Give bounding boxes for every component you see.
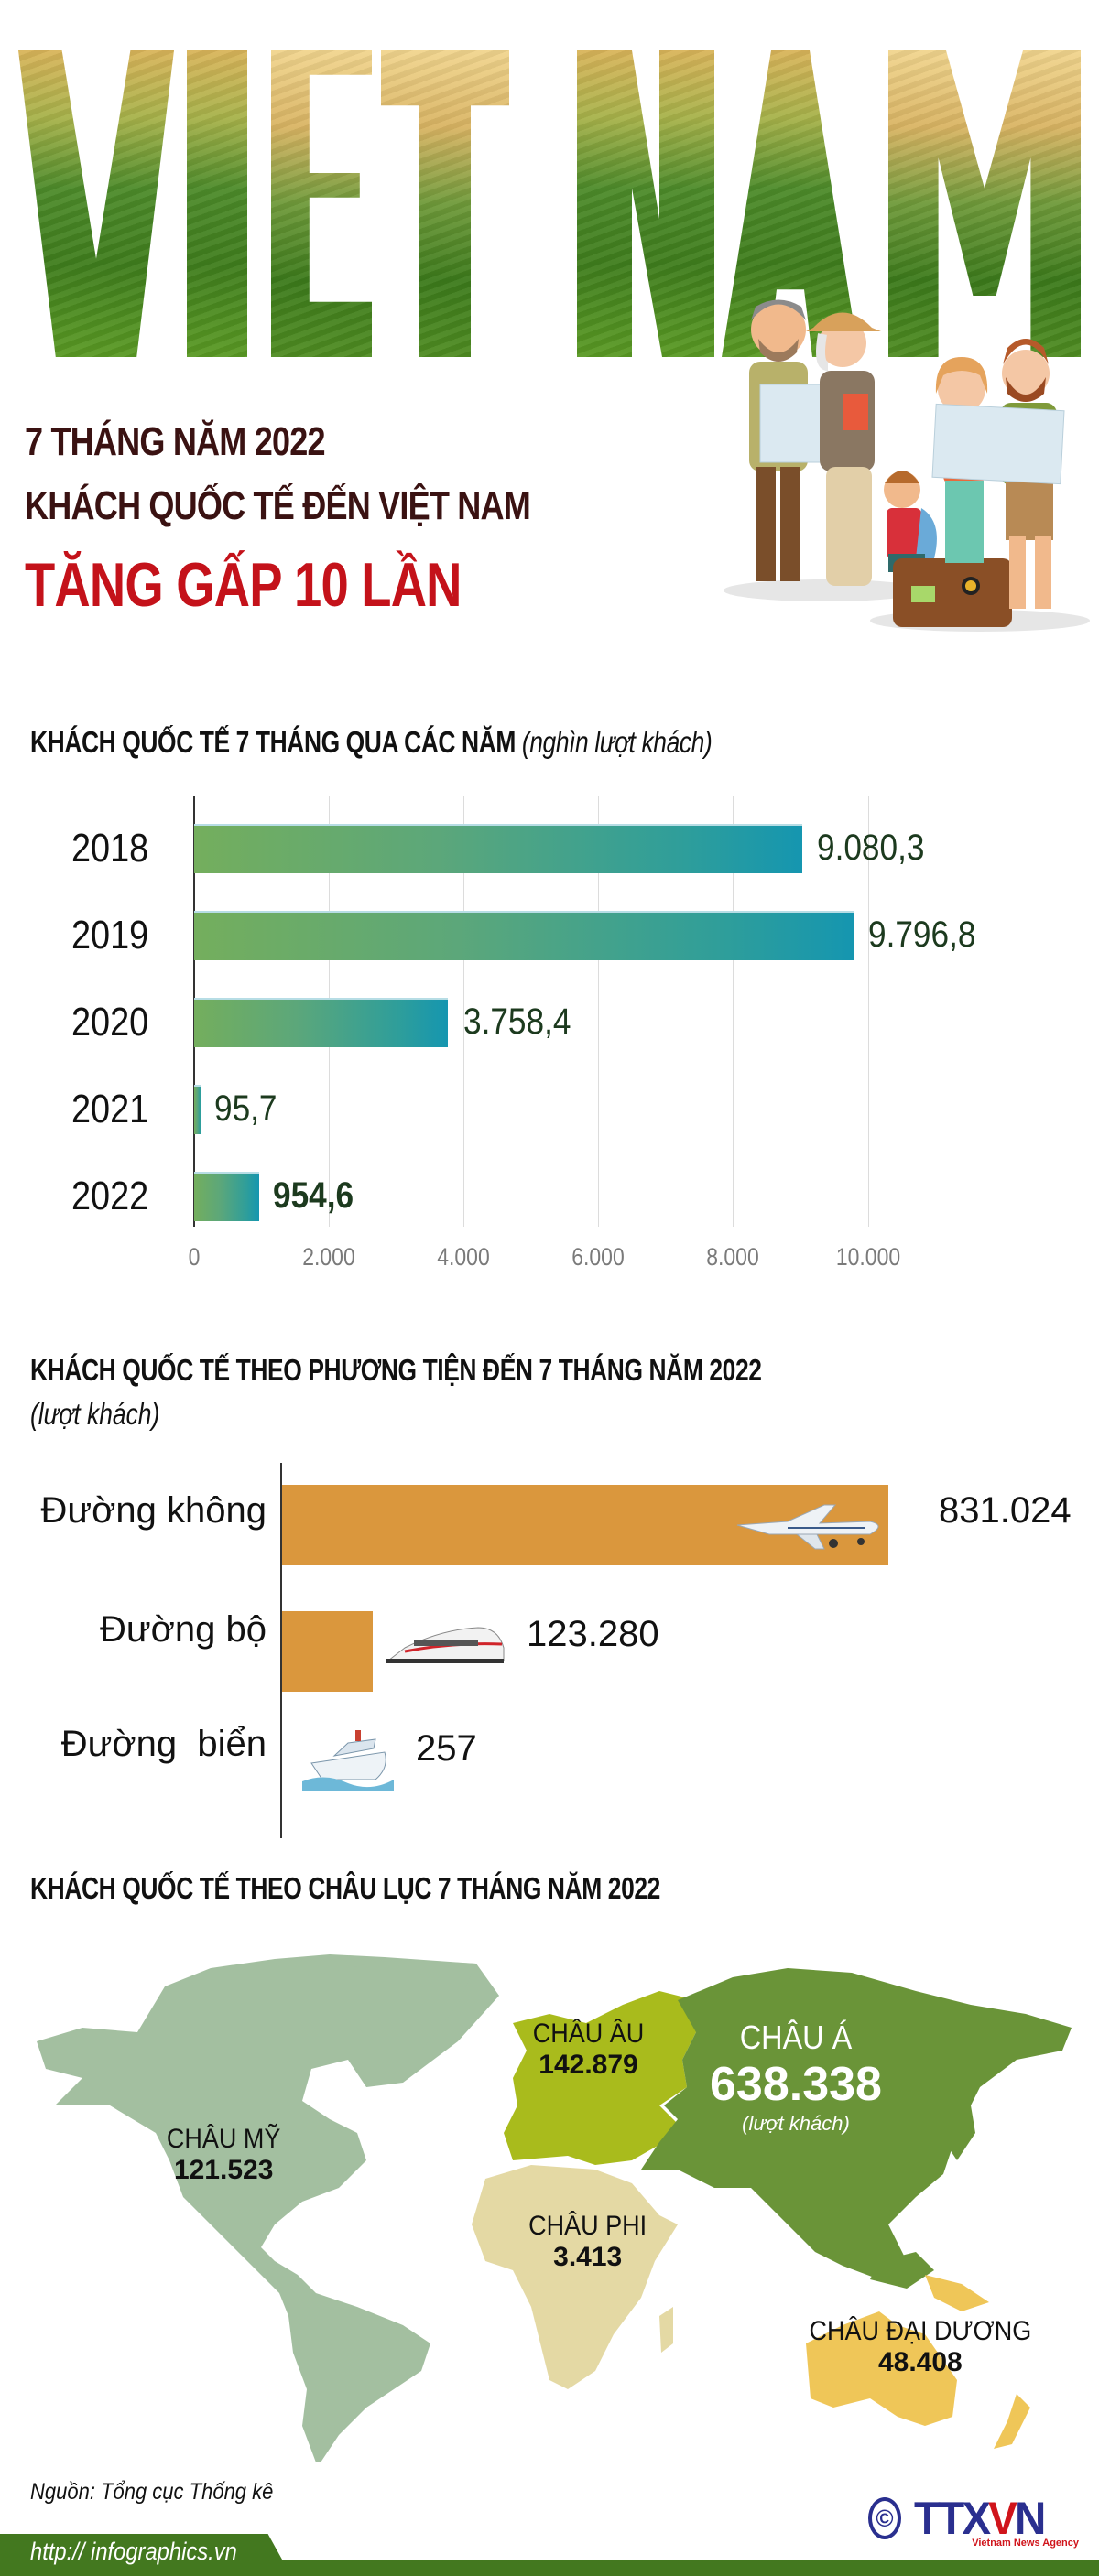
oceania-shape [806, 2311, 957, 2426]
value-label: 9.080,3 [817, 828, 925, 868]
bar-road[interactable] [282, 1611, 373, 1692]
bar-2021[interactable] [194, 1085, 201, 1134]
value-label: 95,7 [214, 1088, 277, 1129]
gridline [733, 796, 734, 1227]
continent-value: 638.338 [710, 2058, 882, 2111]
letter-e [271, 50, 372, 357]
continent-name: CHÂU PHI [528, 2211, 647, 2241]
africa-shape [472, 2165, 678, 2389]
bar-2019[interactable] [194, 911, 854, 960]
year-label: 2021 [71, 1087, 149, 1131]
value-label-sea: 257 [416, 1728, 477, 1769]
letter-i [187, 50, 247, 357]
logo-wordmark: TTXVN [914, 2492, 1046, 2545]
section3-title: KHÁCH QUỐC TẾ THEO CHÂU LỤC 7 THÁNG NĂM … [30, 1871, 660, 1905]
letter-t [381, 50, 509, 357]
section2-title: KHÁCH QUỐC TẾ THEO PHƯƠNG TIỆN ĐẾN 7 THÁ… [30, 1353, 762, 1387]
ship-icon [302, 1726, 394, 1795]
x-tick: 10.000 [835, 1243, 901, 1271]
bar-row-2020: 2020 3.758,4 [0, 998, 1099, 1047]
source-note: Nguồn: Tổng cục Thống kê [30, 2479, 274, 2505]
yearly-visitors-bar-chart: 2018 9.080,3 2019 9.796,8 2020 3.758,4 2… [0, 796, 1099, 1272]
category-label-sea: Đường biển [60, 1724, 267, 1764]
bar-row-2021: 2021 95,7 [0, 1085, 1099, 1134]
continent-name: CHÂU ĐẠI DƯƠNG [809, 2316, 1032, 2346]
bar-2022[interactable] [194, 1172, 259, 1221]
africa-label: CHÂU PHI 3.413 [522, 2211, 653, 2273]
gridline [868, 796, 869, 1227]
section2-unit: (lượt khách) [30, 1397, 160, 1431]
europe-shape [504, 1991, 696, 2165]
asia-label: CHÂU Á 638.338 (lượt khách) [710, 2019, 882, 2136]
headline-line-2: KHÁCH QUỐC TẾ ĐẾN VIỆT NAM [25, 483, 531, 528]
continent-value: 121.523 [173, 2155, 274, 2185]
gridline [463, 796, 464, 1227]
logo-text-ttx: TTX [914, 2493, 991, 2544]
website-link[interactable]: http:// infographics.vn [30, 2538, 237, 2565]
airplane-icon [733, 1498, 888, 1557]
bar-2018[interactable] [194, 824, 802, 873]
gridline [598, 796, 599, 1227]
copyright-icon: © [868, 2497, 901, 2539]
letter-v [18, 50, 174, 357]
americas-shape [37, 1954, 499, 2462]
europe-label: CHÂU ÂU 142.879 [527, 2019, 650, 2081]
value-label-road: 123.280 [527, 1614, 659, 1654]
value-label: 9.796,8 [868, 915, 976, 955]
year-label: 2022 [71, 1174, 149, 1218]
asia-shape [641, 1968, 1072, 2279]
train-icon [386, 1620, 506, 1669]
continent-name: CHÂU Á [739, 2019, 853, 2056]
americas-label: CHÂU MỸ 121.523 [160, 2124, 287, 2186]
section1-title: KHÁCH QUỐC TẾ 7 THÁNG QUA CÁC NĂM (nghìn… [30, 725, 713, 760]
continent-name: CHÂU MỸ [166, 2124, 281, 2154]
continent-value: 142.879 [539, 2050, 638, 2080]
world-map-by-continent: CHÂU MỸ 121.523 CHÂU ÂU 142.879 CHÂU Á 6… [0, 1950, 1099, 2462]
x-tick: 6.000 [571, 1243, 625, 1271]
bar-row-2018: 2018 9.080,3 [0, 824, 1099, 873]
category-label-road: Đường bộ [100, 1609, 267, 1650]
section1-unit: (nghìn lượt khách) [521, 725, 713, 759]
bar-2020[interactable] [194, 998, 448, 1047]
logo-subtitle: Vietnam News Agency [972, 2538, 1079, 2549]
value-label: 3.758,4 [463, 1001, 571, 1042]
year-label: 2018 [71, 826, 149, 871]
headline-line-1: 7 THÁNG NĂM 2022 [25, 419, 326, 464]
continent-value: 48.408 [877, 2347, 963, 2377]
section1-title-text: KHÁCH QUỐC TẾ 7 THÁNG QUA CÁC NĂM [30, 725, 516, 759]
y-axis-line [280, 1463, 282, 1838]
x-tick: 8.000 [706, 1243, 759, 1271]
year-label: 2019 [71, 913, 149, 958]
footer-tab [0, 2534, 291, 2576]
hero-viet-nam-photo-letters [18, 50, 1081, 357]
logo-text-n: N [1015, 2493, 1046, 2544]
continent-unit: (lượt khách) [742, 2112, 850, 2135]
transport-mode-bar-chart: Đường không 831.024 Đường bộ 123.280 Đườ… [0, 1463, 1099, 1847]
logo-text-v: V [988, 2493, 1017, 2544]
tourists-illustration [714, 275, 1090, 636]
value-label-air: 831.024 [939, 1490, 1072, 1531]
oceania-label: CHÂU ĐẠI DƯƠNG 48.408 [797, 2316, 1044, 2378]
value-label-highlight: 954,6 [273, 1175, 354, 1216]
ttxvn-logo: © TTXVN Vietnam News Agency [868, 2492, 1079, 2549]
letter-n [577, 50, 714, 357]
year-label: 2020 [71, 1000, 149, 1044]
continent-value: 3.413 [553, 2242, 623, 2272]
bar-row-2022: 2022 954,6 [0, 1172, 1099, 1221]
x-tick: 4.000 [437, 1243, 490, 1271]
headline-highlight: TĂNG GẤP 10 LẦN [25, 550, 462, 620]
bar-row-2019: 2019 9.796,8 [0, 911, 1099, 960]
category-label-air: Đường không [40, 1490, 267, 1531]
x-tick: 2.000 [302, 1243, 355, 1271]
continent-name: CHÂU ÂU [532, 2019, 645, 2049]
x-tick: 0 [188, 1243, 201, 1271]
